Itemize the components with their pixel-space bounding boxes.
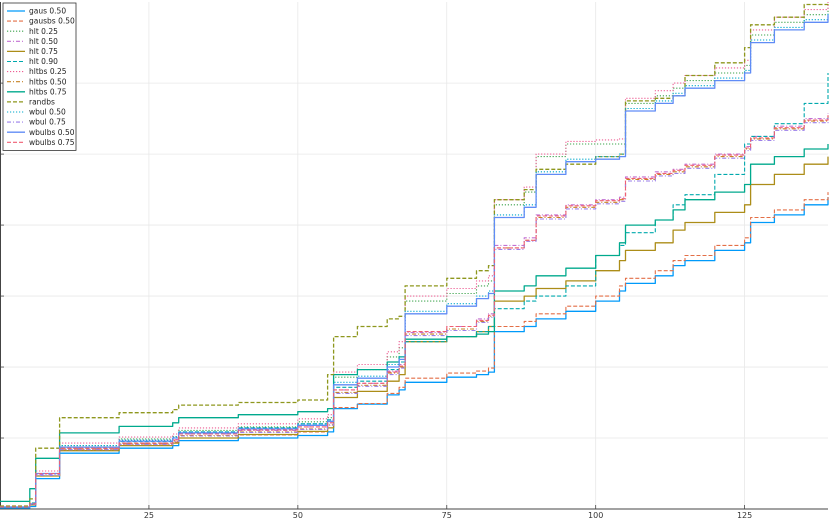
legend-label-12: wbulbs 0.50 — [29, 128, 75, 137]
x-tick-label-0: 25 — [144, 511, 154, 520]
series-line-11 — [0, 117, 829, 508]
legend-label-4: hlt 0.75 — [29, 47, 58, 56]
legend-label-8: hltbs 0.75 — [29, 87, 67, 96]
legend-label-6: hltbs 0.25 — [29, 67, 67, 76]
series-line-0 — [0, 197, 829, 509]
legend-label-10: wbul 0.50 — [29, 108, 66, 117]
legend-label-9: randbs — [29, 98, 55, 107]
x-tick-label-2: 75 — [442, 511, 452, 520]
legend-label-11: wbul 0.75 — [29, 118, 66, 127]
legend-label-1: gausbs 0.50 — [29, 17, 75, 26]
series-line-10 — [0, 12, 829, 508]
x-tick-label-1: 50 — [293, 511, 303, 520]
x-tick-label-4: 125 — [737, 511, 752, 520]
series-line-2 — [0, 7, 829, 508]
legend-label-13: wbulbs 0.75 — [29, 138, 75, 147]
series-lines — [0, 2, 829, 509]
legend-label-0: gaus 0.50 — [29, 7, 66, 16]
x-tick-label-3: 100 — [588, 511, 603, 520]
series-line-1 — [0, 192, 829, 508]
legend-label-7: hltbs 0.50 — [29, 77, 67, 86]
x-tick-labels: 25 50 75 100 125 — [144, 511, 752, 520]
grid — [0, 2, 828, 509]
legend-label-3: hlt 0.50 — [29, 37, 58, 46]
legend-box — [2, 2, 77, 151]
series-line-6 — [0, 2, 829, 508]
legend-label-5: hlt 0.90 — [29, 57, 58, 66]
legend-label-2: hlt 0.25 — [29, 27, 58, 36]
series-line-8 — [0, 144, 829, 503]
series-line-9 — [0, 2, 829, 507]
axes — [0, 2, 828, 510]
series-line-5 — [0, 73, 829, 508]
series-line-13 — [0, 115, 829, 508]
